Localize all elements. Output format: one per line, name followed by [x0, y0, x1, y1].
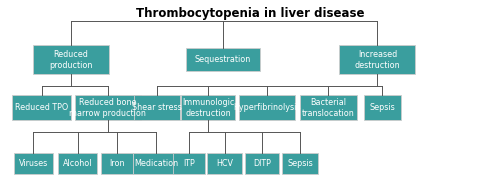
FancyBboxPatch shape [300, 95, 356, 120]
Text: DITP: DITP [254, 159, 271, 168]
FancyBboxPatch shape [173, 153, 204, 174]
FancyBboxPatch shape [239, 95, 296, 120]
FancyBboxPatch shape [340, 45, 415, 74]
FancyBboxPatch shape [134, 95, 180, 120]
FancyBboxPatch shape [186, 48, 260, 71]
Text: Increased
destruction: Increased destruction [354, 50, 400, 70]
FancyBboxPatch shape [58, 153, 97, 174]
Text: Shear stress: Shear stress [132, 103, 182, 112]
Text: ITP: ITP [183, 159, 194, 168]
FancyBboxPatch shape [132, 153, 179, 174]
FancyBboxPatch shape [12, 95, 71, 120]
Text: Viruses: Viruses [19, 159, 48, 168]
Text: Medication: Medication [134, 159, 178, 168]
Text: Bacterial
translocation: Bacterial translocation [302, 98, 355, 118]
FancyBboxPatch shape [33, 45, 109, 74]
Text: Reduced TPO: Reduced TPO [15, 103, 68, 112]
Text: Hyperfibrinolysis: Hyperfibrinolysis [234, 103, 301, 112]
FancyBboxPatch shape [75, 95, 141, 120]
FancyBboxPatch shape [364, 95, 401, 120]
Text: Sequestration: Sequestration [195, 55, 251, 64]
Text: Thrombocytopenia in liver disease: Thrombocytopenia in liver disease [136, 7, 364, 20]
Text: Alcohol: Alcohol [63, 159, 92, 168]
Text: Iron: Iron [109, 159, 124, 168]
Text: Immunologic
destruction: Immunologic destruction [182, 98, 234, 118]
Text: HCV: HCV [216, 159, 233, 168]
Text: Reduced bone
marrow production: Reduced bone marrow production [70, 98, 146, 118]
Text: Sepsis: Sepsis [370, 103, 395, 112]
FancyBboxPatch shape [208, 153, 242, 174]
FancyBboxPatch shape [101, 153, 132, 174]
FancyBboxPatch shape [182, 95, 236, 120]
FancyBboxPatch shape [14, 153, 53, 174]
Text: Sepsis: Sepsis [287, 159, 313, 168]
Text: Reduced
production: Reduced production [50, 50, 93, 70]
FancyBboxPatch shape [245, 153, 280, 174]
FancyBboxPatch shape [282, 153, 319, 174]
